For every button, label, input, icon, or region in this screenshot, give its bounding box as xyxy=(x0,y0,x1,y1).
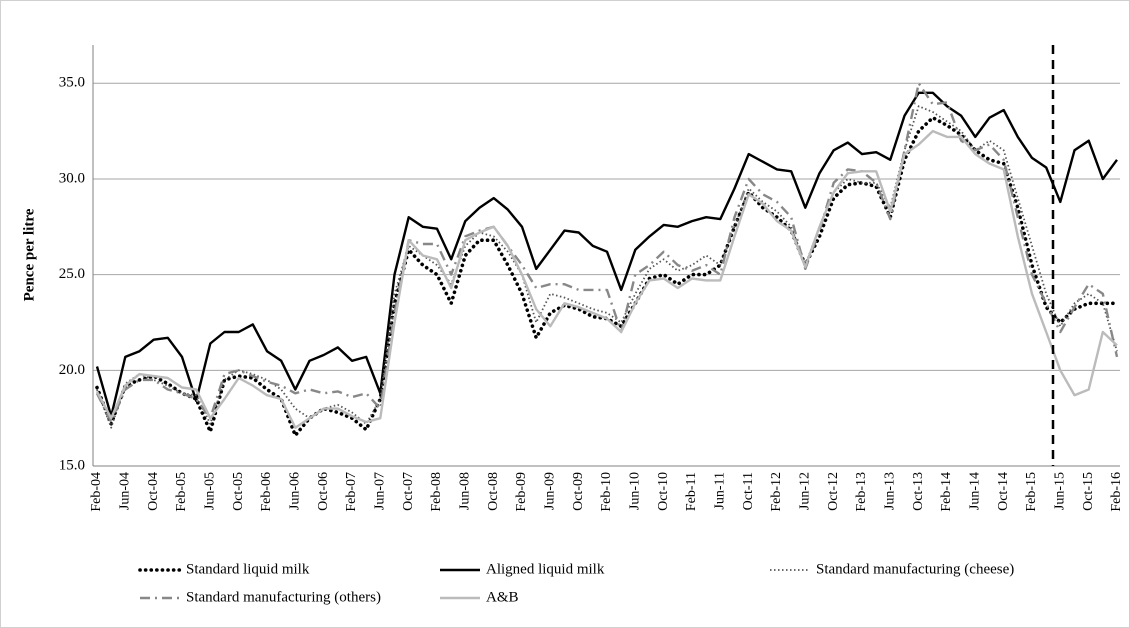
x-tick-label: Oct-07 xyxy=(401,472,416,511)
y-tick-label: 20.0 xyxy=(59,362,85,378)
x-tick-label: Feb-11 xyxy=(684,472,699,511)
x-tick-label: Feb-06 xyxy=(259,472,274,512)
legend-label: Standard liquid milk xyxy=(186,561,310,577)
series-line xyxy=(95,91,1118,418)
x-tick-label: Feb-12 xyxy=(769,472,784,512)
legend-label: Standard manufacturing (others) xyxy=(186,589,381,605)
x-tick-label: Feb-13 xyxy=(854,472,869,512)
x-tick-label: Feb-05 xyxy=(174,472,189,512)
x-tick-label: Jun-06 xyxy=(288,472,303,510)
series-line xyxy=(96,105,1118,429)
x-tick-label: Jun-09 xyxy=(543,472,558,510)
x-tick-label: Feb-04 xyxy=(89,472,104,512)
x-tick-label: Oct-08 xyxy=(486,472,501,511)
x-tick-label: Jun-04 xyxy=(118,472,133,510)
x-tick-label: Oct-10 xyxy=(656,472,671,511)
x-tick-label: Feb-07 xyxy=(344,472,359,512)
x-tick-label: Oct-11 xyxy=(741,472,756,510)
x-tick-label: Feb-14 xyxy=(939,472,954,512)
x-tick-label: Oct-13 xyxy=(911,472,926,511)
x-tick-label: Oct-06 xyxy=(316,472,331,511)
series-line xyxy=(95,129,1118,429)
x-tick-label: Oct-15 xyxy=(1081,472,1096,511)
x-tick-label: Feb-09 xyxy=(514,472,529,512)
x-tick-label: Feb-15 xyxy=(1024,472,1039,512)
legend-label: Standard manufacturing (cheese) xyxy=(816,561,1014,577)
x-tick-label: Feb-08 xyxy=(429,472,444,512)
x-tick-label: Jun-14 xyxy=(968,472,983,510)
y-tick-label: 25.0 xyxy=(59,266,85,282)
x-tick-label: Feb-16 xyxy=(1109,472,1124,512)
x-tick-label: Jun-13 xyxy=(883,472,898,510)
x-tick-label: Jun-11 xyxy=(713,472,728,510)
series-line xyxy=(95,82,1119,424)
x-tick-label: Jun-08 xyxy=(458,472,473,510)
x-tick-label: Jun-10 xyxy=(628,472,643,510)
y-tick-label: 30.0 xyxy=(59,170,85,186)
legend-label: A&B xyxy=(486,589,519,605)
x-tick-label: Jun-12 xyxy=(798,472,813,510)
x-tick-label: Oct-09 xyxy=(571,472,586,511)
x-tick-label: Feb-10 xyxy=(599,472,614,512)
x-tick-label: Jun-07 xyxy=(373,472,388,510)
x-tick-label: Oct-04 xyxy=(146,472,161,511)
y-tick-label: 15.0 xyxy=(59,457,85,473)
legend-label: Aligned liquid milk xyxy=(486,561,605,577)
x-tick-label: Oct-14 xyxy=(996,472,1011,511)
x-tick-label: Jun-15 xyxy=(1053,472,1068,510)
y-axis-label: Pence per litre xyxy=(21,208,37,301)
x-tick-label: Jun-05 xyxy=(203,472,218,510)
x-tick-label: Oct-05 xyxy=(231,472,246,511)
y-tick-label: 35.0 xyxy=(59,75,85,91)
x-tick-label: Oct-12 xyxy=(826,472,841,511)
